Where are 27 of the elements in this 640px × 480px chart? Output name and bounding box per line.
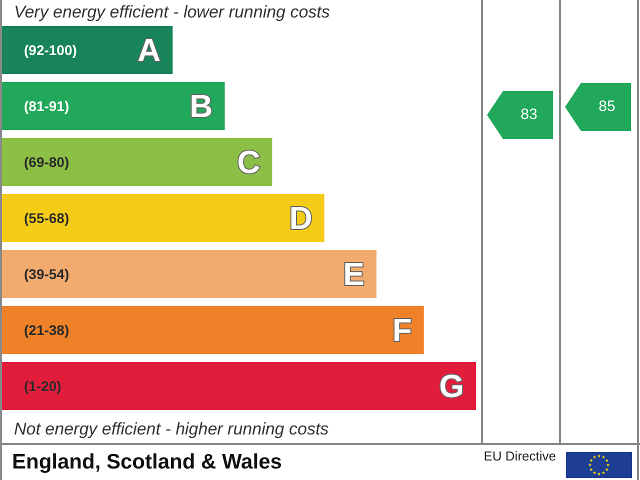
annotation: B — [190, 88, 213, 124]
bar — [2, 194, 324, 242]
annotation: E — [343, 256, 364, 292]
bar — [2, 306, 424, 354]
y-tick-label: (92-100) — [24, 42, 77, 58]
bar — [2, 362, 476, 410]
y-tick-label: (21-38) — [24, 322, 70, 338]
text: Not energy efficient - higher running costs — [14, 420, 330, 438]
text: EU Directive — [484, 448, 556, 464]
y-tick-label: (1-20) — [24, 378, 62, 394]
bar — [2, 138, 272, 186]
annotation: D — [289, 200, 312, 236]
text: Very energy efficient - lower running costs — [14, 2, 330, 22]
annotation: G — [439, 368, 464, 404]
annotation: C — [237, 144, 260, 180]
text: 83 — [520, 106, 538, 124]
text: England, Scotland & Wales — [12, 450, 282, 474]
y-tick-label: (55-68) — [24, 210, 70, 226]
bar — [2, 250, 376, 298]
y-tick-label: (69-80) — [24, 154, 70, 170]
annotation: A — [138, 32, 161, 68]
y-tick-label: (81-91) — [24, 98, 70, 114]
y-tick-label: (39-54) — [24, 266, 70, 282]
bar — [2, 82, 225, 130]
annotation: F — [392, 312, 412, 348]
text: 85 — [598, 98, 616, 116]
bar — [2, 26, 173, 74]
